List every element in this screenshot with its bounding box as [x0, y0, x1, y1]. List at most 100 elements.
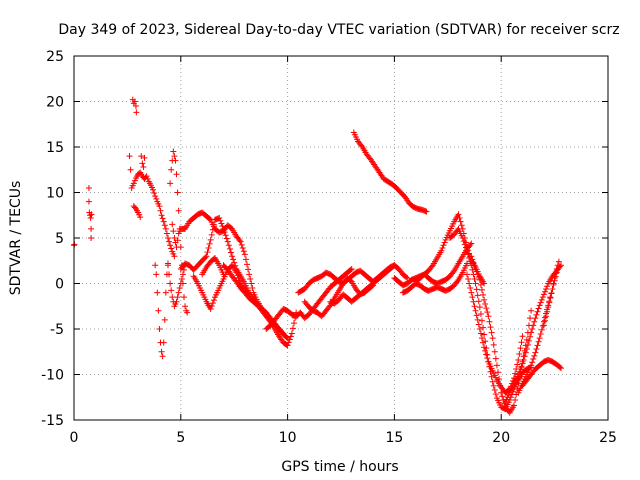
data-point: [524, 341, 531, 348]
chart-title: Day 349 of 2023, Sidereal Day-to-day VTE…: [58, 22, 619, 38]
data-point: [462, 244, 469, 251]
data-point: [472, 307, 479, 314]
data-point: [208, 231, 215, 238]
x-tick-label: 15: [385, 430, 403, 446]
series-l: [190, 262, 253, 312]
data-point: [454, 278, 461, 285]
data-point: [152, 262, 159, 269]
data-point: [483, 351, 490, 358]
data-point: [514, 361, 521, 368]
data-point: [244, 261, 251, 268]
data-point: [205, 245, 212, 252]
data-point: [474, 271, 481, 278]
data-point: [131, 177, 138, 184]
data-point: [206, 215, 213, 222]
data-point: [249, 285, 256, 292]
data-point: [535, 338, 542, 345]
data-point: [358, 142, 365, 149]
data-point: [473, 312, 480, 319]
series-c: [129, 96, 140, 116]
series-m: [199, 255, 227, 278]
data-point: [169, 294, 176, 301]
data-point: [498, 389, 505, 396]
data-point: [168, 245, 175, 252]
data-point: [157, 207, 164, 214]
data-point: [160, 339, 167, 346]
data-point: [88, 225, 95, 232]
data-point: [126, 153, 133, 160]
data-point: [162, 225, 169, 232]
data-point: [87, 214, 94, 221]
data-point: [468, 289, 475, 296]
series-r: [327, 262, 398, 307]
series-ac: [350, 129, 430, 215]
data-point: [88, 235, 95, 241]
data-point: [554, 262, 561, 269]
data-point: [497, 382, 504, 389]
data-point: [516, 351, 523, 358]
data-point: [234, 272, 241, 279]
data-point: [477, 330, 484, 337]
series-h: [167, 148, 191, 316]
data-point: [529, 326, 536, 332]
data-point: [555, 258, 562, 265]
data-point: [174, 294, 181, 301]
data-point: [466, 280, 473, 287]
data-point: [527, 315, 534, 322]
data-point: [163, 230, 170, 237]
data-point: [471, 275, 478, 282]
data-point: [489, 378, 496, 385]
data-point: [540, 291, 547, 298]
data-point: [179, 271, 186, 278]
data-point: [326, 303, 333, 310]
series-f: [138, 153, 148, 171]
data-point: [239, 245, 246, 252]
data-point: [151, 189, 158, 196]
data-point: [476, 276, 483, 283]
x-tick-label: 0: [70, 430, 79, 446]
data-point: [158, 212, 165, 219]
data-point: [455, 211, 462, 218]
data-point: [532, 315, 539, 322]
data-point: [220, 271, 227, 278]
data-point: [458, 222, 465, 229]
data-point: [478, 286, 485, 293]
data-point: [173, 244, 180, 251]
data-point: [529, 359, 536, 366]
data-point: [132, 103, 139, 110]
data-point: [519, 360, 526, 367]
data-point: [210, 221, 217, 228]
data-point: [229, 253, 236, 260]
data-point: [235, 275, 242, 282]
data-point: [480, 339, 487, 346]
data-point: [467, 285, 474, 292]
data-point: [469, 256, 476, 263]
data-point: [167, 280, 174, 287]
data-point: [480, 291, 487, 298]
x-tick-label: 25: [599, 430, 617, 446]
data-point: [477, 310, 484, 317]
data-point: [528, 362, 535, 369]
data-point: [541, 317, 548, 324]
data-point: [289, 325, 296, 332]
data-point: [556, 364, 563, 371]
data-point: [175, 207, 182, 214]
data-point: [131, 98, 138, 105]
data-point: [550, 280, 557, 287]
series-g: [152, 260, 171, 360]
data-point: [131, 204, 138, 211]
data-point: [178, 275, 185, 282]
data-point: [535, 305, 542, 312]
data-point: [476, 326, 483, 332]
series-ab: [540, 258, 562, 329]
data-point: [170, 148, 177, 155]
data-point: [530, 322, 537, 329]
data-point: [203, 253, 210, 260]
y-tick-label: 10: [46, 186, 64, 202]
data-point: [476, 304, 483, 311]
data-point: [127, 166, 134, 173]
data-point: [469, 294, 476, 301]
data-point: [439, 245, 446, 252]
data-point: [464, 247, 471, 254]
data-point: [487, 324, 494, 331]
